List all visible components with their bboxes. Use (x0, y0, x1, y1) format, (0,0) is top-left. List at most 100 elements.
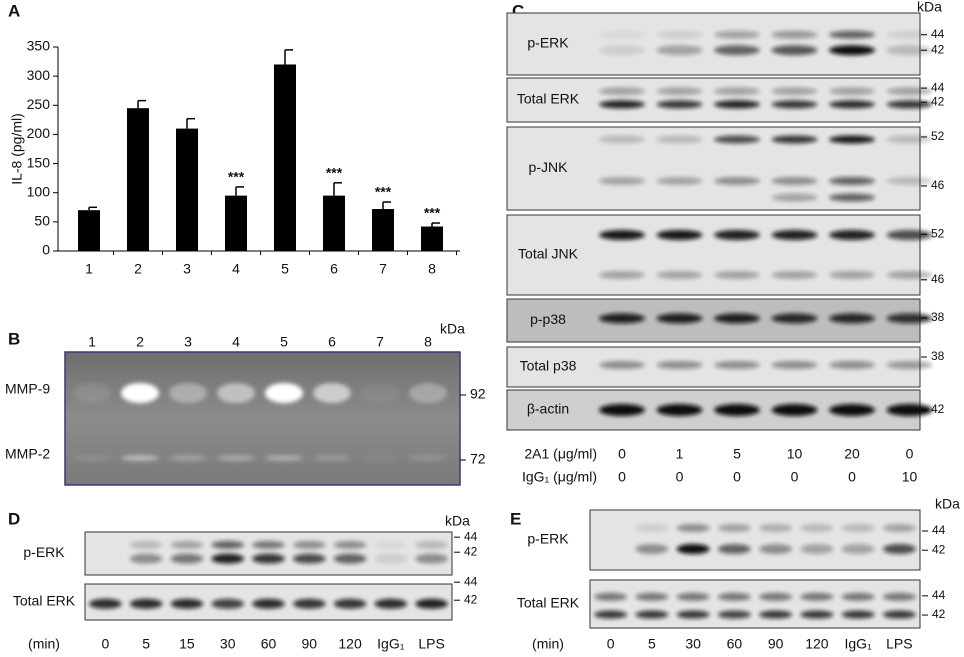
band (333, 553, 367, 564)
band (599, 361, 645, 369)
blot-label: p-ERK (23, 544, 65, 560)
band (714, 135, 760, 144)
band (841, 544, 875, 554)
blot-label: Total ERK (517, 595, 580, 611)
x-tick-label: 2 (134, 261, 142, 277)
band (656, 100, 703, 109)
band (714, 230, 760, 240)
band (771, 30, 818, 39)
gel-band (169, 455, 207, 461)
lane-label: 0 (101, 636, 109, 652)
band (292, 553, 326, 564)
blot-label: p-ERK (527, 531, 569, 547)
x-tick-label: 1 (85, 261, 93, 277)
blot-label: Total ERK (517, 91, 580, 107)
band (829, 135, 875, 144)
blot (589, 509, 921, 571)
band (374, 598, 408, 609)
x-tick-label: 4 (232, 261, 240, 277)
marker-label: 44 (931, 80, 945, 94)
panel-label: B (8, 329, 20, 348)
lane-label: 90 (768, 636, 784, 652)
marker-label: 42 (932, 542, 946, 556)
band (656, 271, 703, 279)
condition-value: 0 (791, 469, 799, 485)
band (635, 524, 669, 532)
band (800, 544, 834, 554)
band (129, 598, 163, 609)
band (841, 524, 875, 532)
band (882, 524, 916, 532)
band (759, 610, 793, 619)
panel-label: E (510, 509, 521, 528)
gel-band (121, 383, 159, 403)
band (656, 135, 703, 144)
band (829, 30, 875, 39)
band (771, 313, 818, 324)
significance: *** (424, 205, 441, 221)
condition-value: 10 (902, 469, 918, 485)
marker-label: 46 (931, 272, 945, 286)
bar (78, 210, 100, 251)
y-tick-label: 0 (42, 242, 50, 258)
time-label: (min) (28, 636, 60, 652)
lane-label: 1 (88, 334, 96, 350)
band (676, 544, 710, 554)
condition-value: 0 (906, 446, 914, 462)
gel-band (265, 455, 303, 461)
band (714, 361, 760, 369)
band (635, 544, 669, 554)
y-tick-label: 50 (34, 213, 50, 229)
marker-label: 42 (931, 402, 945, 416)
band (829, 45, 875, 56)
band (656, 230, 703, 240)
blot-label: Total ERK (13, 593, 76, 609)
band (841, 610, 875, 619)
x-tick-label: 6 (330, 261, 338, 277)
gel-band (409, 383, 447, 403)
gel-band (121, 455, 159, 461)
band (714, 271, 760, 279)
band (594, 592, 628, 601)
bar (127, 108, 149, 251)
band-label: MMP-2 (5, 446, 50, 462)
band (129, 540, 163, 549)
band (771, 100, 818, 109)
band (599, 404, 645, 416)
marker-label: 44 (931, 27, 945, 41)
band (714, 87, 760, 96)
marker-label: 44 (932, 588, 946, 602)
y-tick-label: 100 (27, 183, 51, 199)
band (771, 45, 818, 56)
band (886, 30, 933, 39)
band (800, 592, 834, 601)
panel-label: A (8, 1, 20, 20)
lane-label: 3 (184, 334, 192, 350)
band (676, 592, 710, 601)
band (759, 592, 793, 601)
band (714, 45, 760, 56)
lane-label: 2 (136, 334, 144, 350)
marker-label: 42 (932, 607, 946, 621)
band (771, 230, 818, 240)
blot (589, 579, 921, 629)
gel (64, 351, 461, 486)
lane-label: 5 (280, 334, 288, 350)
band (252, 598, 285, 609)
gel-band (169, 383, 207, 403)
lane-label: 0 (607, 636, 615, 652)
bar (421, 226, 443, 251)
band (211, 553, 245, 564)
blot (84, 531, 453, 576)
marker-label: 38 (931, 349, 945, 363)
band (759, 544, 793, 554)
band (886, 176, 933, 185)
band (415, 598, 448, 609)
band (656, 45, 703, 56)
gel-band (265, 383, 303, 403)
marker-label: 42 (931, 94, 945, 108)
significance: *** (326, 165, 343, 181)
band (771, 404, 818, 416)
unit-label: kDa (445, 513, 470, 529)
band (886, 230, 933, 240)
